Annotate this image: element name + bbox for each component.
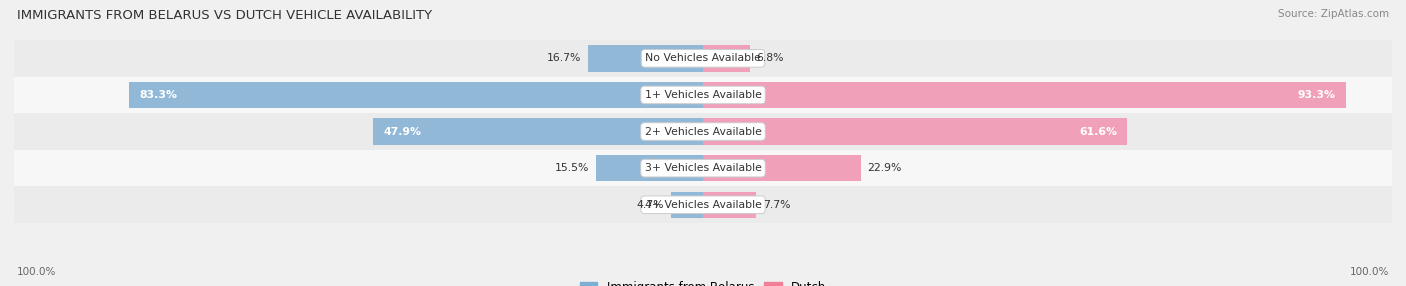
Text: 3+ Vehicles Available: 3+ Vehicles Available xyxy=(644,163,762,173)
Bar xyxy=(703,155,860,181)
Legend: Immigrants from Belarus, Dutch: Immigrants from Belarus, Dutch xyxy=(579,281,827,286)
Text: 93.3%: 93.3% xyxy=(1298,90,1336,100)
Text: Source: ZipAtlas.com: Source: ZipAtlas.com xyxy=(1278,9,1389,19)
Text: 83.3%: 83.3% xyxy=(139,90,177,100)
Text: 15.5%: 15.5% xyxy=(555,163,589,173)
Text: 2+ Vehicles Available: 2+ Vehicles Available xyxy=(644,127,762,136)
Text: No Vehicles Available: No Vehicles Available xyxy=(645,53,761,63)
Text: 61.6%: 61.6% xyxy=(1078,127,1116,136)
Bar xyxy=(129,82,703,108)
Bar xyxy=(671,192,703,218)
Text: 6.8%: 6.8% xyxy=(756,53,785,63)
Bar xyxy=(14,113,1392,150)
Bar xyxy=(14,40,1392,77)
Bar xyxy=(703,118,1128,145)
Text: 16.7%: 16.7% xyxy=(547,53,581,63)
Text: 4.7%: 4.7% xyxy=(637,200,664,210)
Bar xyxy=(373,118,703,145)
Bar xyxy=(703,192,756,218)
Text: 47.9%: 47.9% xyxy=(384,127,422,136)
Text: IMMIGRANTS FROM BELARUS VS DUTCH VEHICLE AVAILABILITY: IMMIGRANTS FROM BELARUS VS DUTCH VEHICLE… xyxy=(17,9,432,21)
Text: 7.7%: 7.7% xyxy=(763,200,790,210)
Text: 22.9%: 22.9% xyxy=(868,163,903,173)
Bar xyxy=(14,150,1392,186)
Bar xyxy=(596,155,703,181)
Bar xyxy=(703,45,749,72)
Text: 4+ Vehicles Available: 4+ Vehicles Available xyxy=(644,200,762,210)
Text: 100.0%: 100.0% xyxy=(1350,267,1389,277)
Text: 1+ Vehicles Available: 1+ Vehicles Available xyxy=(644,90,762,100)
Bar xyxy=(14,186,1392,223)
Bar xyxy=(588,45,703,72)
Bar xyxy=(14,77,1392,113)
Bar xyxy=(703,82,1346,108)
Text: 100.0%: 100.0% xyxy=(17,267,56,277)
